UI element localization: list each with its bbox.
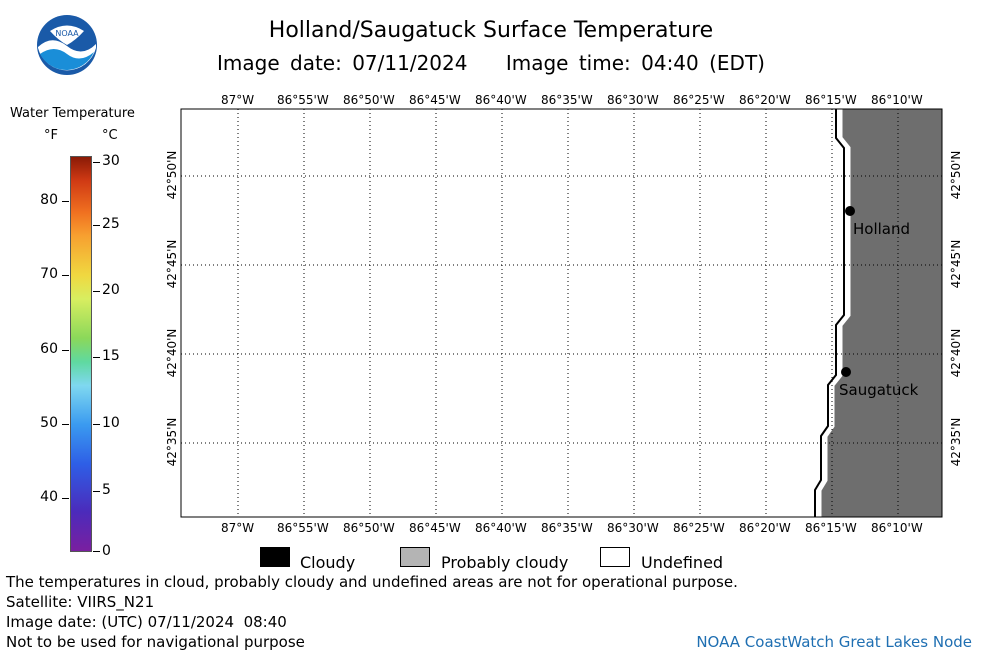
f-tick-70: 70	[40, 266, 58, 282]
colorbar-title: Water Temperature	[10, 106, 135, 121]
noaa-logo-text: NOAA	[55, 29, 79, 38]
lon-label-top: 86°40'W	[475, 93, 527, 107]
lat-label-left: 42°40'N	[165, 328, 179, 378]
satellite-text: Satellite: VIIRS_N21	[6, 593, 155, 611]
f-tick-60: 60	[40, 341, 58, 357]
lon-label-bottom: 86°15'W	[805, 521, 857, 535]
lon-label-bottom: 86°45'W	[409, 521, 461, 535]
lat-label-right: 42°50'N	[949, 150, 963, 200]
legend-undefined-label: Undefined	[641, 553, 724, 572]
f-tickmark	[62, 201, 69, 202]
lat-label-right: 42°40'N	[949, 328, 963, 378]
c-tick-10: 10	[102, 415, 120, 431]
c-tick-30: 30	[102, 153, 120, 169]
temperature-colorbar	[70, 156, 92, 552]
legend-cloudy-label: Cloudy	[300, 553, 356, 572]
lon-label-bottom: 86°30'W	[607, 521, 659, 535]
c-tick-20: 20	[102, 282, 120, 298]
saugatuck-label: Saugatuck	[839, 381, 919, 399]
lon-label-bottom: 87°W	[221, 521, 255, 535]
c-tickmark	[93, 491, 100, 492]
image-datetime: Image date: 07/11/2024 Image time: 04:40…	[0, 51, 982, 75]
map-title: Holland/Saugatuck Surface Temperature	[268, 18, 714, 43]
lon-label-top: 86°20'W	[739, 93, 791, 107]
c-tickmark	[93, 424, 100, 425]
c-tickmark	[93, 551, 100, 552]
c-tick-15: 15	[102, 348, 120, 364]
lon-label-bottom: 86°40'W	[475, 521, 527, 535]
navigation-warning: Not to be used for navigational purpose	[6, 633, 305, 651]
coastline	[816, 109, 851, 517]
lon-label-bottom: 86°35'W	[541, 521, 593, 535]
saugatuck-marker	[841, 367, 851, 377]
map-frame	[180, 108, 943, 518]
lake-water	[181, 109, 942, 517]
lon-label-top: 87°W	[221, 93, 255, 107]
lon-label-top: 86°10'W	[871, 93, 923, 107]
noaa-logo: NOAA	[37, 15, 97, 75]
lon-label-top: 86°35'W	[541, 93, 593, 107]
lon-label-top: 86°50'W	[343, 93, 395, 107]
legend-undefined-swatch	[600, 547, 630, 567]
lon-label-top: 86°25'W	[673, 93, 725, 107]
lon-label-bottom: 86°25'W	[673, 521, 725, 535]
f-tickmark	[62, 275, 69, 276]
lon-label-bottom: 86°50'W	[343, 521, 395, 535]
c-tick-5: 5	[102, 482, 111, 498]
lon-label-bottom: 86°10'W	[871, 521, 923, 535]
lat-label-left: 42°50'N	[165, 150, 179, 200]
f-tickmark	[62, 424, 69, 425]
f-tickmark	[62, 498, 69, 499]
c-tickmark	[93, 357, 100, 358]
lat-label-left: 42°35'N	[165, 417, 179, 467]
lon-label-bottom: 86°20'W	[739, 521, 791, 535]
c-tick-25: 25	[102, 216, 120, 232]
unit-fahrenheit: °F	[44, 128, 58, 143]
lat-label-right: 42°45'N	[949, 239, 963, 289]
c-tickmark	[93, 225, 100, 226]
node-credit: NOAA CoastWatch Great Lakes Node	[696, 633, 972, 651]
holland-marker	[845, 206, 855, 216]
coastline	[814, 109, 845, 517]
legend-cloudy-swatch	[260, 547, 290, 567]
lon-label-bottom: 86°55'W	[277, 521, 329, 535]
utc-date-text: Image date: (UTC) 07/11/2024 08:40	[6, 613, 287, 631]
map-grid	[181, 109, 942, 517]
disclaimer-text: The temperatures in cloud, probably clou…	[6, 573, 738, 591]
lon-label-top: 86°15'W	[805, 93, 857, 107]
lon-label-top: 86°55'W	[277, 93, 329, 107]
legend-probably-cloudy-swatch	[400, 547, 430, 567]
c-tickmark	[93, 291, 100, 292]
lat-label-left: 42°45'N	[165, 239, 179, 289]
f-tick-40: 40	[40, 489, 58, 505]
c-tickmark	[93, 162, 100, 163]
f-tick-80: 80	[40, 192, 58, 208]
f-tickmark	[62, 350, 69, 351]
unit-celsius: °C	[102, 128, 118, 143]
lat-label-right: 42°35'N	[949, 417, 963, 467]
legend-probably-cloudy-label: Probably cloudy	[441, 553, 569, 572]
lon-label-top: 86°45'W	[409, 93, 461, 107]
holland-label: Holland	[853, 220, 910, 238]
image-date: Image date: 07/11/2024	[217, 51, 468, 75]
c-tick-0: 0	[102, 543, 111, 559]
f-tick-50: 50	[40, 415, 58, 431]
lon-label-top: 86°30'W	[607, 93, 659, 107]
image-time: Image time: 04:40 (EDT)	[505, 51, 765, 75]
